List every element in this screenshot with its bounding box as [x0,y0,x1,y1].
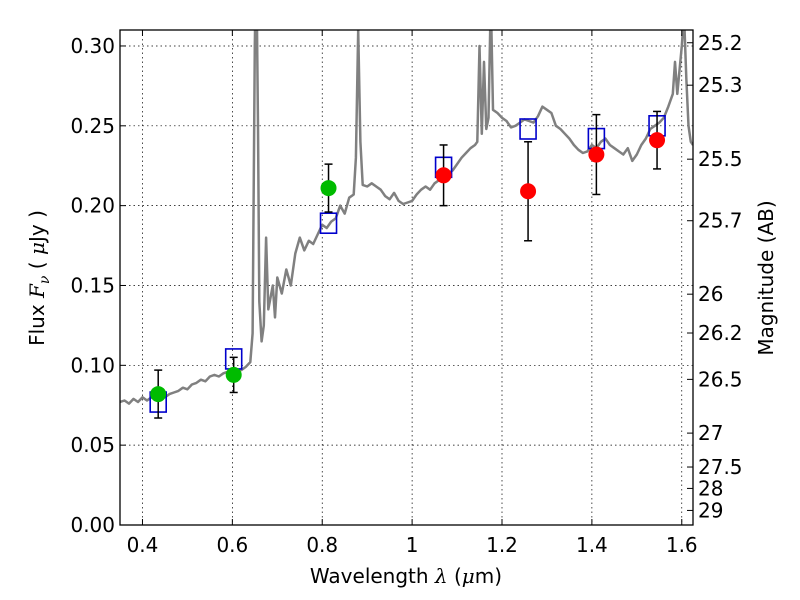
observed-point [588,146,605,163]
x-tick-label: 0.8 [306,533,338,557]
magnitude-tick-label: 29 [698,498,723,522]
y-tick-label: 0.20 [70,194,115,218]
y-tick-label: 0.05 [70,433,115,457]
x-tick-label: 0.4 [127,533,159,557]
x-axis-title: Wavelength λ (μm) [310,564,502,588]
magnitude-tick-label: 26.2 [698,321,743,345]
magnitude-tick-label: 25.2 [698,31,743,55]
magnitude-tick-label: 27 [698,421,723,445]
y-tick-label: 0.30 [70,34,115,58]
magnitude-tick-label: 26 [698,282,723,306]
y-axis-nu: ν [37,275,53,284]
y-axis-title: Flux Fν ( μJy ) [25,210,53,346]
observed-point [649,132,666,149]
x-tick-label: 1.6 [666,533,698,557]
ticks: 0.4 0.6 0.8 1 1.2 1.4 1.6 0.00 0.05 0.10 0.15 0.20 0… [70,30,743,557]
magnitude-tick-label: 25.7 [698,209,743,233]
magnitude-tick-label: 26.5 [698,367,743,391]
grid [120,30,693,526]
y-axis-f: F [25,283,49,299]
y-tick-label: 0.25 [70,114,115,138]
observed-point [320,180,337,197]
y-tick-label: 0.15 [70,273,115,297]
magnitude-tick-label: 27.5 [698,455,743,479]
magnitude-tick-label: 28 [698,476,723,500]
x-axis-lambda: λ [434,564,448,588]
magnitude-axis-title: Magnitude (AB) [754,200,778,355]
observed-point [435,167,452,184]
x-tick-label: 0.6 [216,533,248,557]
observed-point [520,183,537,200]
y-tick-label: 0.10 [70,353,115,377]
x-tick-label: 1.4 [576,533,608,557]
markers [149,110,666,419]
y-axis-unit-open: ( [25,255,49,276]
y-tick-label: 0.00 [70,513,115,537]
model-photometry-square [519,118,537,140]
magnitude-tick-label: 25.5 [698,147,743,171]
x-tick-label: 1 [406,533,419,557]
x-axis-unit-close: m) [475,564,502,588]
model-photometry-square [319,212,338,235]
magnitude-tick-label: 25.3 [698,73,743,97]
x-tick-label: 1.2 [486,533,518,557]
y-axis-title-prefix: Flux [25,298,49,346]
observed-point [150,386,167,403]
x-axis-unit-open: ( [448,564,462,588]
y-axis-unit-mu: μ [25,242,49,255]
observed-point [225,366,242,383]
plot-frame [119,29,694,526]
x-axis-unit-mu: μ [462,564,475,588]
x-axis-title-prefix: Wavelength [310,564,435,588]
y-axis-unit-close: Jy ) [25,210,49,244]
